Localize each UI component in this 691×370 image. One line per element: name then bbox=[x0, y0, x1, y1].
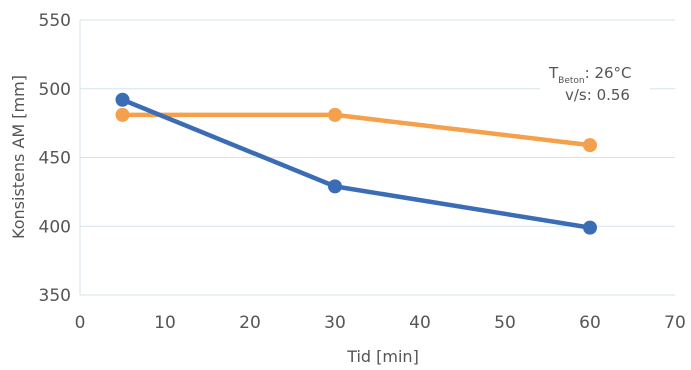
x-tick-label: 60 bbox=[579, 313, 601, 333]
series-2 bbox=[115, 92, 597, 235]
gridlines bbox=[79, 19, 675, 296]
y-tick-label: 500 bbox=[39, 80, 71, 100]
series-group bbox=[115, 92, 597, 235]
data-point bbox=[328, 107, 342, 122]
x-tick-labels: 0 10 20 30 40 50 60 70 bbox=[75, 313, 686, 333]
y-tick-label: 550 bbox=[39, 11, 71, 31]
x-tick-label: 40 bbox=[409, 313, 431, 333]
x-tick-label: 50 bbox=[494, 313, 516, 333]
series-1 bbox=[115, 107, 597, 153]
y-tick-labels: 350 400 450 500 550 bbox=[39, 11, 71, 306]
data-point bbox=[115, 92, 130, 107]
y-tick-label: 350 bbox=[39, 286, 71, 306]
x-tick-label: 0 bbox=[75, 313, 86, 333]
annotation-background bbox=[540, 60, 650, 108]
x-tick-label: 70 bbox=[664, 313, 686, 333]
x-tick-label: 30 bbox=[324, 313, 346, 333]
y-axis-title: Konsistens AM [mm] bbox=[9, 75, 28, 239]
x-tick-label: 10 bbox=[154, 313, 176, 333]
x-axis-title: Tid [min] bbox=[346, 347, 419, 366]
x-tick-label: 20 bbox=[239, 313, 261, 333]
annotation-t-symbol: T bbox=[548, 64, 559, 82]
data-point bbox=[583, 220, 597, 235]
annotation-ws-ratio: v/s: 0.56 bbox=[565, 86, 630, 104]
data-point bbox=[115, 107, 130, 122]
annotation-temperature: TBeton: 26°C bbox=[548, 64, 632, 86]
annotation-t-subscript: Beton bbox=[558, 76, 584, 86]
data-point bbox=[328, 179, 342, 194]
y-tick-label: 400 bbox=[39, 217, 71, 237]
y-tick-label: 450 bbox=[39, 149, 71, 169]
annotation-t-value: : 26°C bbox=[585, 64, 632, 82]
data-point bbox=[583, 138, 597, 153]
